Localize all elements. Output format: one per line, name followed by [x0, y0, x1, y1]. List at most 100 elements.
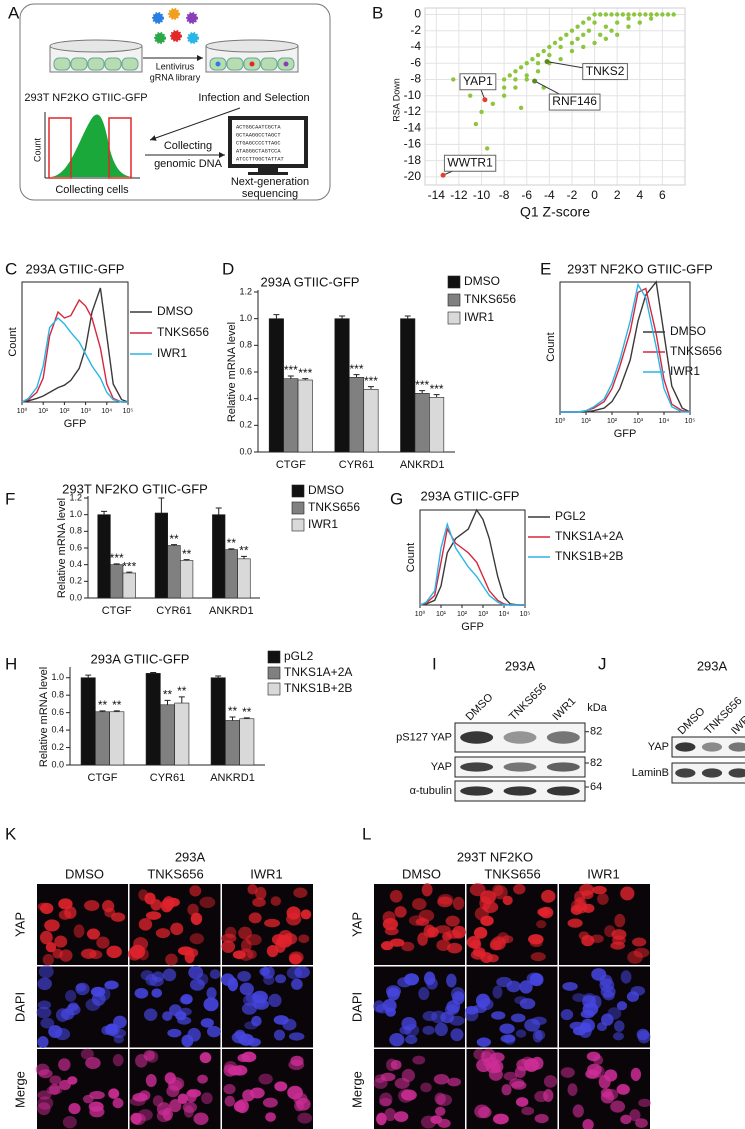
legend-label: IWR1: [157, 346, 187, 360]
nucleus: [437, 896, 453, 908]
nucleus: [183, 1105, 194, 1118]
y-axis-label: Count: [7, 327, 19, 356]
nucleus: [138, 918, 153, 931]
nucleus: [140, 970, 154, 981]
nucleus: [203, 997, 219, 1012]
nucleus: [476, 1037, 492, 1047]
nucleus: [587, 1063, 602, 1076]
sequence: ACTGGCAATCGCTA: [236, 124, 281, 130]
nucleus: [137, 1109, 153, 1121]
legend-label: TNKS656: [670, 344, 722, 358]
nucleus: [162, 1011, 173, 1021]
histogram-line: [21, 287, 129, 403]
nucleus: [447, 1077, 461, 1087]
nucleus: [601, 1013, 614, 1026]
sequence: CTGAGCCCCTTAGC: [236, 140, 281, 146]
nucleus: [224, 1095, 235, 1107]
nucleus: [380, 941, 394, 951]
chart-title: 293A GTIIC-GFP: [26, 261, 125, 276]
point: [530, 56, 535, 62]
y-tick-label: 1.0: [239, 313, 252, 323]
row-label: Merge: [349, 1071, 364, 1108]
nucleus: [543, 1075, 558, 1088]
nucleus: [572, 1104, 584, 1118]
nucleus: [420, 1115, 437, 1129]
nucleus: [67, 1076, 78, 1085]
nucleus: [270, 896, 282, 906]
nucleus: [397, 977, 413, 988]
nucleus: [209, 969, 221, 980]
micrograph: [36, 965, 128, 1048]
nucleus: [238, 926, 252, 940]
point: [524, 73, 529, 78]
condition-header: 293A: [175, 849, 206, 864]
panel-label: J: [598, 654, 607, 673]
sort-histogram: [44, 112, 140, 179]
x-tick-label: 10¹: [436, 611, 447, 618]
point: [648, 16, 654, 21]
condition-header: 293T NF2KO: [457, 849, 533, 864]
x-tick-label: 6: [659, 188, 666, 202]
bar: [334, 318, 350, 453]
bar: [210, 677, 226, 766]
y-tick-label: 0: [414, 7, 421, 21]
nucleus: [200, 1018, 214, 1028]
nucleus: [616, 1084, 630, 1095]
band: [728, 768, 745, 778]
x-tick-label: 10⁵: [685, 418, 696, 425]
nucleus: [52, 948, 63, 959]
legend-swatch: [447, 311, 461, 325]
nucleus: [133, 937, 149, 951]
nucleus: [167, 897, 180, 907]
nucleus: [85, 1057, 101, 1070]
nucleus: [519, 998, 536, 1010]
schematic: Lentivirus gRNA library 293T NF2KO GTIIC…: [19, 3, 331, 201]
point: [558, 36, 563, 42]
point: [603, 24, 609, 29]
nucleus: [394, 906, 407, 918]
x-tick-label: 10¹: [581, 418, 592, 425]
bar: [95, 711, 110, 766]
point: [586, 16, 592, 21]
x-tick-label: CTGF: [102, 605, 132, 617]
nucleus: [492, 884, 504, 897]
row-label: YAP: [12, 912, 27, 937]
annotated-point: [544, 59, 550, 65]
point: [626, 16, 631, 21]
point: [501, 85, 507, 90]
nucleus: [431, 1010, 446, 1024]
nucleus: [530, 939, 543, 948]
y-axis-label: Count: [405, 543, 417, 572]
error-bar: [164, 699, 171, 705]
y-tick-label: 0.0: [69, 592, 82, 602]
nucleus: [562, 981, 578, 991]
x-tick-label: 10⁴: [659, 418, 670, 425]
legend-label: DMSO: [464, 274, 500, 288]
schematic-frame: [19, 3, 331, 201]
bar: [268, 318, 284, 453]
nucleus: [252, 990, 268, 1004]
nucleus: [390, 1059, 402, 1070]
legend-label: IWR1: [670, 364, 700, 378]
nucleus: [469, 883, 486, 897]
nucleus: [169, 1099, 182, 1113]
nucleus: [412, 898, 427, 911]
legend-swatch: [267, 650, 281, 664]
nucleus: [262, 1097, 278, 1108]
nucleus: [572, 1026, 587, 1036]
micrograph: [559, 966, 651, 1048]
significance: **: [239, 544, 249, 558]
y-tick-label: -20: [404, 169, 422, 183]
x-tick-label: 10³: [478, 611, 489, 618]
legend-swatch: [291, 501, 305, 515]
y-tick-label: -2: [410, 23, 421, 37]
plot-frame: [21, 281, 129, 403]
y-axis-label: Relative mRNA level: [56, 498, 68, 598]
annotated-point: [440, 172, 446, 178]
error-bar: [367, 386, 374, 390]
significance: ***: [110, 551, 124, 565]
bar: [154, 512, 168, 599]
nucleus: [246, 949, 257, 959]
nucleus: [106, 1023, 118, 1035]
x-tick-label: ANKRD1: [209, 605, 254, 617]
